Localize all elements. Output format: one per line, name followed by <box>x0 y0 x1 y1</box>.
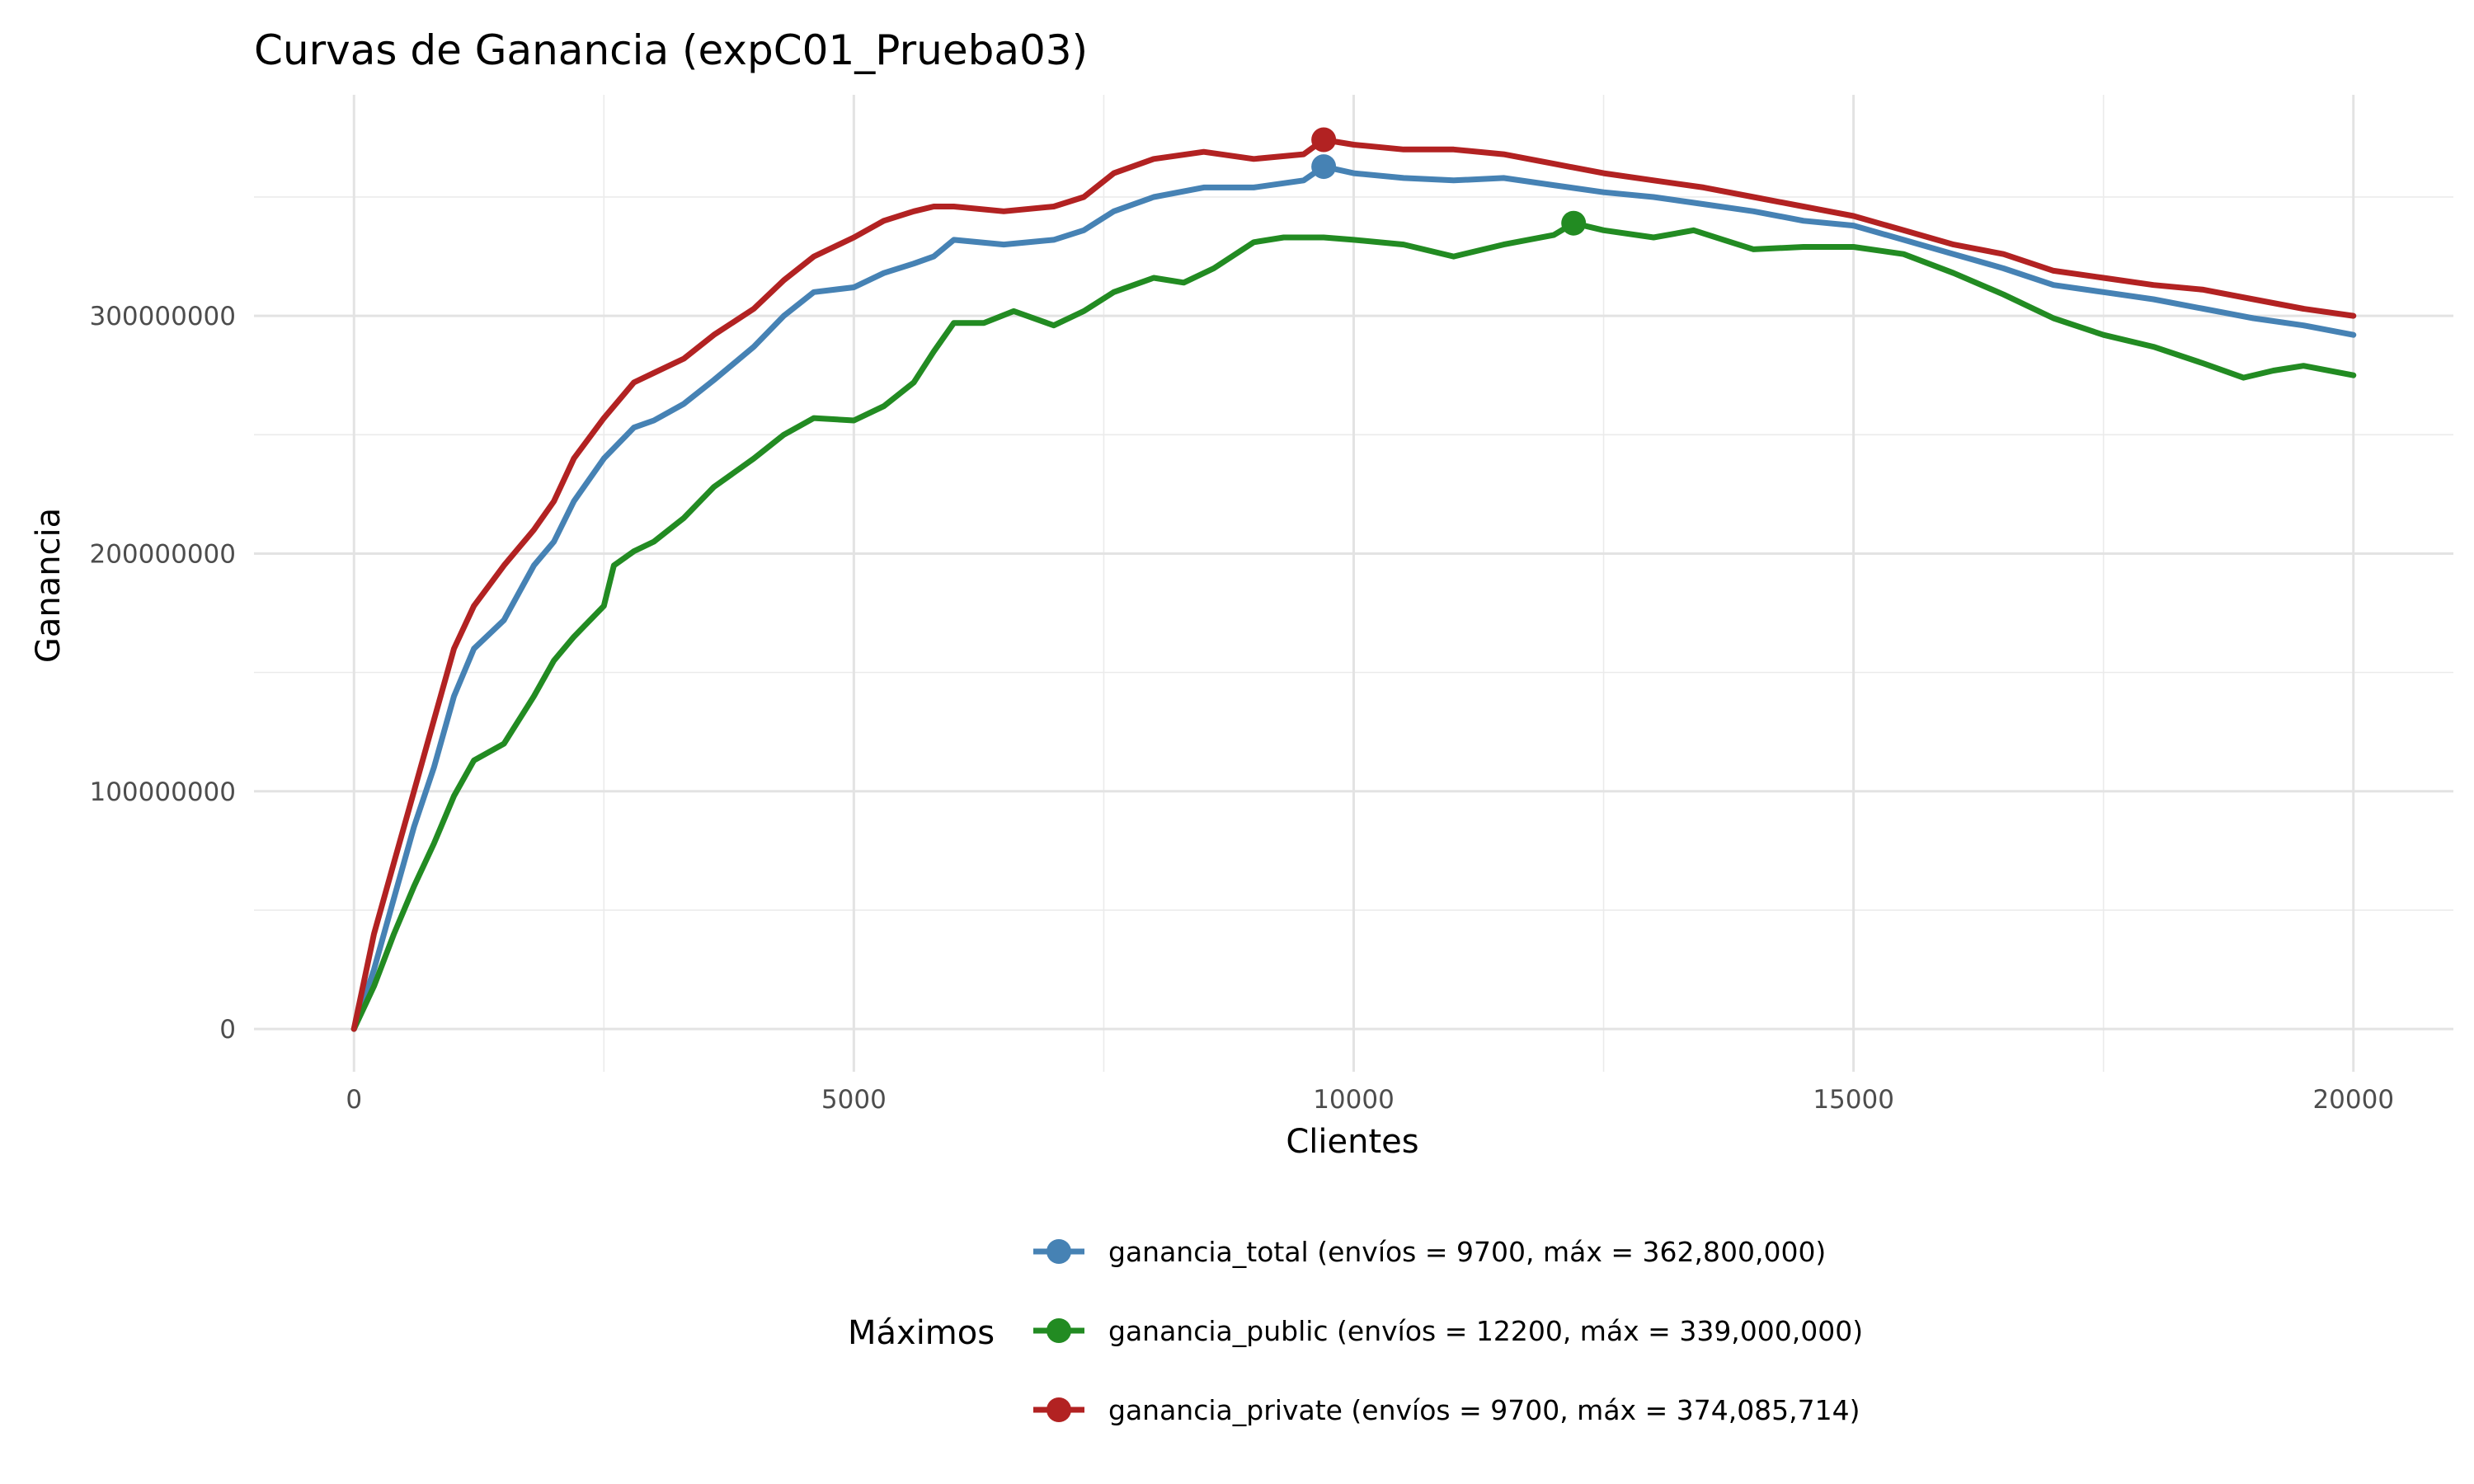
x-tick-label: 0 <box>346 1085 362 1115</box>
series-line-ganancia_private <box>350 137 2357 1032</box>
legend-key-point-ganancia_total <box>1047 1239 1071 1264</box>
legend-label-ganancia_public: ganancia_public (envíos = 12200, máx = 3… <box>1108 1315 1863 1347</box>
x-tick-label: 10000 <box>1313 1085 1395 1115</box>
max-point-ganancia_total <box>1311 154 1337 180</box>
x-tick-label: 20000 <box>2312 1085 2394 1115</box>
y-tick-label: 300000000 <box>89 302 236 331</box>
series-line-ganancia_public <box>350 220 2357 1032</box>
x-tick-labels: 0 5000 10000 15000 20000 <box>346 1085 2394 1115</box>
legend-label-ganancia_total: ganancia_total (envíos = 9700, máx = 362… <box>1108 1236 1826 1268</box>
chart-title: Curvas de Ganancia (expC01_Prueba03) <box>254 26 1088 74</box>
y-tick-label: 0 <box>219 1015 236 1045</box>
legend-label-ganancia_private: ganancia_private (envíos = 9700, máx = 3… <box>1108 1394 1860 1426</box>
x-tick-label: 15000 <box>1813 1085 1894 1115</box>
series-layer <box>350 137 2357 1032</box>
legend-title: Máximos <box>848 1314 995 1352</box>
legend: Máximos ganancia_total (envíos = 9700, m… <box>848 1236 1863 1426</box>
y-tick-label: 100000000 <box>89 777 236 807</box>
legend-items: ganancia_total (envíos = 9700, máx = 362… <box>1033 1236 1863 1426</box>
max-points-layer <box>1311 127 1587 236</box>
legend-key-point-ganancia_private <box>1047 1397 1071 1422</box>
y-tick-labels: 0 100000000 200000000 300000000 <box>89 302 236 1045</box>
series-line-ganancia_total <box>350 163 2357 1032</box>
y-tick-label: 200000000 <box>89 539 236 569</box>
max-point-ganancia_private <box>1311 127 1337 153</box>
plot-grid <box>254 95 2453 1072</box>
y-axis-title: Ganancia <box>30 508 68 663</box>
max-point-ganancia_public <box>1561 210 1587 236</box>
legend-key-point-ganancia_public <box>1047 1318 1071 1343</box>
x-tick-label: 5000 <box>821 1085 887 1115</box>
x-axis-title: Clientes <box>1286 1123 1418 1161</box>
